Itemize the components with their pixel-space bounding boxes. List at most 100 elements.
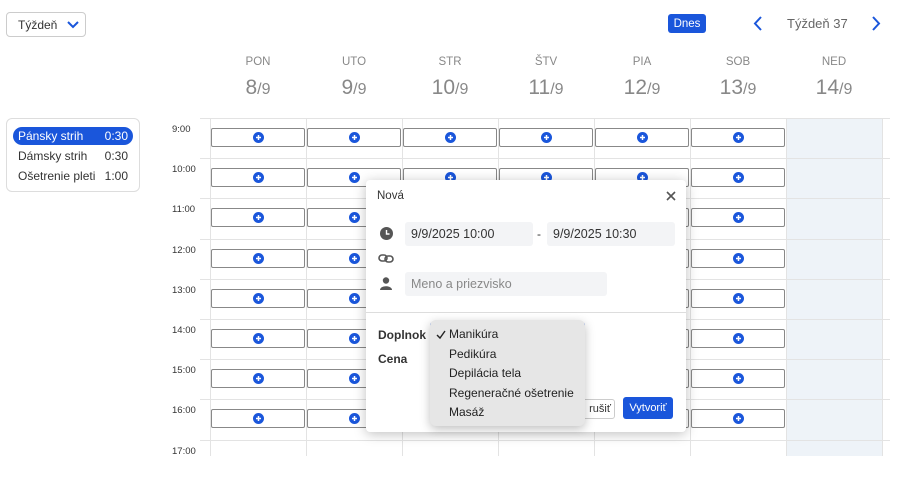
add-slot[interactable] [595,128,689,147]
service-item[interactable]: Ošetrenie pleti 1:00 [13,167,133,185]
clock-icon [380,227,393,240]
add-slot[interactable] [691,248,785,268]
hour-line [200,439,890,441]
column-line [690,118,691,456]
add-slot[interactable] [211,369,305,389]
add-slot[interactable] [211,168,305,188]
dropdown-option[interactable]: Masáž [449,405,485,419]
day-month: /9 [839,81,853,98]
add-slot[interactable] [691,128,785,147]
time-label: 16:00 [172,405,196,417]
plus-icon [348,373,360,385]
day-month: /9 [647,81,661,98]
day-number: 12 [623,76,647,99]
end-input[interactable]: 9/9/2025 10:30 [547,222,675,246]
column-line [306,118,307,456]
add-slot[interactable] [211,409,305,429]
service-duration: 0:30 [104,129,128,143]
view-label: Týždeň [18,17,58,32]
plus-icon [252,333,264,344]
add-slot[interactable] [211,288,305,308]
column-line [882,118,883,456]
day-name: PIA [632,56,652,68]
day-name: ŠTV [534,56,558,68]
add-slot[interactable] [691,208,785,228]
add-slot[interactable] [691,409,785,429]
add-slot[interactable] [691,168,785,188]
plus-icon [444,132,456,143]
add-slot[interactable] [691,288,785,308]
plus-icon [348,132,360,143]
name-input[interactable]: Meno a priezvisko [405,272,607,296]
add-slot[interactable] [691,329,785,348]
plus-icon [348,252,360,264]
column-line [786,118,787,456]
next-week[interactable] [871,16,881,31]
day-number: 13 [719,76,743,99]
service-name: Dámsky strih [18,149,88,163]
add-slot[interactable] [211,329,305,348]
view-select[interactable]: Týždeň [6,12,86,37]
add-slot[interactable] [403,128,497,147]
day-month: /9 [353,81,367,98]
add-slot[interactable] [211,128,305,147]
prev-week[interactable] [753,16,763,31]
link-icon [378,254,394,263]
plus-icon [252,132,264,143]
plus-icon [732,252,744,264]
day-number: 14 [815,76,839,99]
create-button[interactable]: Vytvoriť [623,397,673,419]
add-slot[interactable] [691,369,785,389]
add-slot[interactable] [307,128,401,147]
time-label: 14:00 [172,325,196,336]
day-number: 8 [245,76,258,99]
add-slot[interactable] [499,128,593,147]
start-input[interactable]: 9/9/2025 10:00 [405,222,533,246]
day-month: /9 [455,81,469,98]
plus-icon [348,212,360,224]
dropdown-option[interactable]: Manikúra [449,327,499,341]
day-number: 11 [528,76,551,99]
plus-icon [732,292,744,304]
plus-icon [252,212,264,224]
addon-dropdown: Manikúra Pedikúra Depilácia tela Regeneračn… [430,320,585,426]
dropdown-option[interactable]: Regeneračné ošetrenie [449,385,574,400]
dropdown-option[interactable]: Depilácia tela [449,366,522,380]
plus-icon [732,172,744,184]
person-icon [380,277,392,290]
day-date: 11/9 [506,76,586,100]
add-slot[interactable] [211,208,305,228]
service-name: Ošetrenie pleti [18,169,96,183]
day-date: 8/9 [218,76,298,100]
dropdown-option[interactable]: Pedikúra [449,346,497,361]
hour-line [200,118,890,119]
plus-icon [732,212,744,224]
day-name: SOB [725,56,751,68]
day-date: 10/9 [410,76,490,100]
service-item-selected[interactable]: Pánsky strih 0:30 [13,127,133,145]
day-month: /9 [743,81,757,98]
addon-label: Doplnok [378,328,426,342]
time-label: 17:00 [172,445,196,457]
plus-icon [636,132,648,143]
plus-icon [732,413,744,425]
time-label: 13:00 [172,284,196,296]
time-label: 15:00 [172,365,196,377]
today-button[interactable]: Dnes [668,14,706,33]
check-icon [436,330,446,340]
close-button[interactable] [666,191,676,201]
new-event-modal: Nová 9/9/2025 10:00 - 9/9/2025 10:30 Men… [366,180,686,432]
service-name: Pánsky strih [18,129,84,143]
plus-icon [732,333,744,344]
day-date: 9/9 [314,76,394,100]
service-item[interactable]: Dámsky strih 0:30 [13,147,133,165]
day-name: PON [245,56,271,68]
time-label: 12:00 [172,244,196,256]
range-separator: - [537,227,541,241]
week-label: Týždeň 37 [787,16,848,31]
add-slot[interactable] [211,248,305,268]
hour-line [200,158,890,160]
day-date: 13/9 [698,76,778,100]
plus-icon [348,292,360,304]
